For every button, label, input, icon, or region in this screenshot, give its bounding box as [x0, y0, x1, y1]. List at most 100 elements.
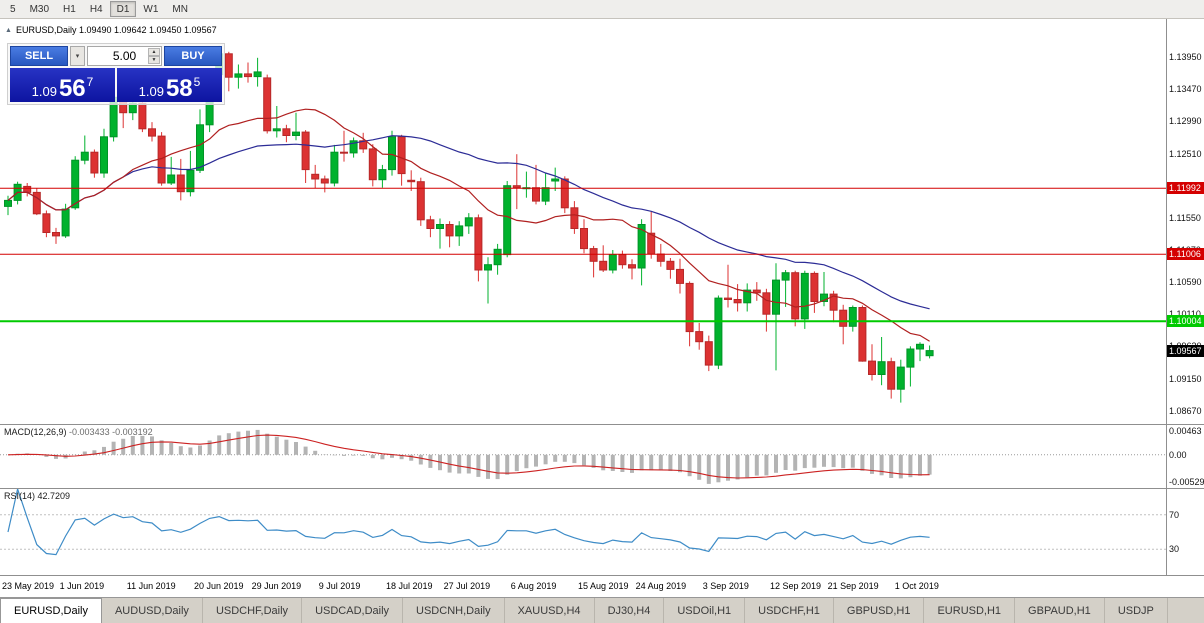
- macd-axis-label: 0.00: [1169, 449, 1187, 460]
- sell-price-prefix: 1.09: [31, 83, 57, 99]
- volume-decrease-button[interactable]: ▼: [148, 56, 160, 64]
- macd-histogram: [15, 429, 932, 484]
- date-axis-label: 27 Jul 2019: [443, 581, 491, 591]
- hline-price-badge: 1.10004: [1167, 315, 1204, 328]
- sell-button[interactable]: SELL: [10, 46, 68, 66]
- date-axis-label: 20 Jun 2019: [194, 581, 244, 591]
- volume-input[interactable]: 5.00 ▲ ▼: [87, 46, 162, 66]
- date-axis-divider: [0, 575, 1204, 576]
- macd-values: -0.003433 -0.003192: [69, 427, 153, 437]
- price-axis-label: 1.12510: [1169, 148, 1202, 159]
- price-axis-label: 1.11550: [1169, 212, 1201, 223]
- collapse-trade-panel-button[interactable]: ▲: [5, 27, 12, 34]
- up-triangle-icon: ▲: [5, 26, 12, 34]
- sell-price-big: 56: [58, 74, 86, 102]
- buy-price-prefix: 1.09: [138, 83, 164, 99]
- date-axis-label: 11 Jun 2019: [126, 581, 176, 591]
- timeframe-button-w1[interactable]: W1: [143, 3, 159, 15]
- chart-tab-usdcad-daily[interactable]: USDCAD,Daily: [302, 598, 404, 623]
- macd-axis-label: 0.00463: [1169, 426, 1202, 436]
- current-price-badge: 1.09567: [1167, 344, 1204, 357]
- timeframe-button-m30[interactable]: M30: [29, 3, 50, 15]
- chart-tab-usdcnh-daily[interactable]: USDCNH,Daily: [403, 598, 505, 623]
- timeframe-button-d1[interactable]: D1: [109, 1, 137, 17]
- volume-dropdown-button[interactable]: ▾: [70, 46, 85, 66]
- price-axis[interactable]: 1.139501.134701.129901.125101.120301.115…: [1167, 19, 1204, 424]
- date-axis-label: 6 Aug 2019: [510, 581, 557, 591]
- macd-axis-label: -0.00529: [1169, 477, 1204, 487]
- date-axis-label: 15 Aug 2019: [578, 581, 629, 591]
- macd-signal-line: [7, 434, 930, 479]
- timeframe-button-mn[interactable]: MN: [172, 3, 188, 15]
- macd-label: MACD(12,26,9) -0.003433 -0.003192: [4, 427, 153, 437]
- rsi-line: [7, 489, 930, 556]
- price-axis-label: 1.09150: [1169, 373, 1202, 384]
- hline-price-badge: 1.11992: [1167, 182, 1204, 195]
- chart-ohlc-text: EURUSD,Daily 1.09490 1.09642 1.09450 1.0…: [15, 25, 217, 35]
- chart-tab-usdjp[interactable]: USDJP: [1105, 598, 1168, 623]
- macd-axis[interactable]: 0.00463 0.00 -0.00529: [1167, 425, 1204, 488]
- timeframe-button-h1[interactable]: H1: [63, 3, 76, 15]
- rsi-panel-divider[interactable]: [0, 488, 1204, 489]
- chart-tab-xauusd-h4[interactable]: XAUUSD,H4: [505, 598, 595, 623]
- volume-increase-button[interactable]: ▲: [148, 48, 160, 56]
- macd-indicator-canvas[interactable]: [0, 425, 1166, 488]
- buy-price-button[interactable]: 1.09 58 5: [117, 68, 222, 102]
- date-axis[interactable]: 23 May 2019 1 Jun 2019 11 Jun 2019 20 Jun 2…: [0, 576, 1204, 597]
- hline-price-badge: 1.11006: [1167, 248, 1204, 261]
- rsi-value: 42.7209: [37, 491, 71, 501]
- date-axis-label: 18 Jul 2019: [386, 581, 433, 591]
- chart-tabs-bar: EURUSD,Daily AUDUSD,Daily USDCHF,Daily USDC…: [0, 597, 1204, 623]
- macd-panel-divider[interactable]: [0, 424, 1204, 425]
- buy-price-sup: 5: [193, 75, 201, 89]
- price-axis-label: 1.12990: [1169, 116, 1202, 127]
- sell-price-sup: 7: [86, 75, 94, 89]
- chart-tab-audusd-daily[interactable]: AUDUSD,Daily: [102, 598, 203, 623]
- price-axis-label: 1.08670: [1169, 405, 1202, 416]
- timeframe-toolbar: 5 M30 H1 H4 D1 W1 MN: [0, 0, 1204, 19]
- price-chart-canvas[interactable]: [0, 19, 1166, 424]
- chart-ohlc-header: ▲ EURUSD,Daily 1.09490 1.09642 1.09450 1…: [5, 25, 217, 35]
- date-axis-label: 1 Oct 2019: [894, 581, 939, 591]
- down-arrow-icon: ▼: [151, 57, 157, 63]
- volume-value: 5.00: [112, 49, 137, 63]
- rsi-axis[interactable]: 70 30: [1167, 489, 1204, 575]
- rsi-axis-label: 30: [1169, 544, 1180, 555]
- ma-slow-line: [7, 135, 930, 310]
- price-axis-label: 1.13470: [1169, 84, 1202, 95]
- chart-tab-usdchf-daily[interactable]: USDCHF,Daily: [203, 598, 303, 623]
- date-axis-label: 9 Jul 2019: [318, 581, 361, 591]
- chart-tab-usdchf-h1[interactable]: USDCHF,H1: [745, 598, 834, 623]
- price-axis-label: 1.10590: [1169, 277, 1202, 288]
- date-axis-label: 24 Aug 2019: [635, 581, 687, 591]
- date-axis-label: 29 Jun 2019: [251, 581, 302, 591]
- volume-spinner: ▲ ▼: [148, 48, 160, 64]
- chart-tab-gbpusd-h1[interactable]: GBPUSD,H1: [834, 598, 925, 623]
- buy-button[interactable]: BUY: [164, 46, 222, 66]
- one-click-trading-panel: SELL ▾ 5.00 ▲ ▼ BUY 1.09 56 7 1.09 58 5: [7, 43, 225, 105]
- price-axis-label: 1.10110: [1169, 309, 1201, 320]
- date-axis-label: 12 Sep 2019: [770, 581, 822, 591]
- date-axis-label: 1 Jun 2019: [59, 581, 105, 591]
- price-axis-separator: [1166, 19, 1167, 575]
- rsi-name: RSI(14): [4, 491, 36, 501]
- rsi-label: RSI(14) 42.7209: [4, 491, 70, 501]
- macd-name: MACD(12,26,9): [4, 427, 67, 437]
- chart-tab-dj30-h4[interactable]: DJ30,H4: [595, 598, 665, 623]
- chart-tab-gbpaud-h1[interactable]: GBPAUD,H1: [1015, 598, 1105, 623]
- price-axis-label: 1.13950: [1169, 52, 1202, 63]
- chart-tab-eurusd-h1[interactable]: EURUSD,H1: [924, 598, 1016, 623]
- chart-tab-usdoil-h1[interactable]: USDOil,H1: [664, 598, 746, 623]
- date-axis-label: 23 May 2019: [2, 581, 55, 591]
- date-axis-label: 3 Sep 2019: [702, 581, 749, 591]
- up-arrow-icon: ▲: [151, 49, 157, 55]
- sell-price-button[interactable]: 1.09 56 7: [10, 68, 115, 102]
- timeframe-button-5[interactable]: 5: [10, 3, 16, 15]
- rsi-indicator-canvas[interactable]: [0, 489, 1166, 575]
- buy-price-big: 58: [165, 74, 193, 102]
- chevron-down-icon: ▾: [75, 53, 80, 60]
- chart-tab-eurusd-daily[interactable]: EURUSD,Daily: [0, 598, 102, 623]
- candlesticks: [4, 45, 934, 403]
- timeframe-button-h4[interactable]: H4: [89, 3, 103, 15]
